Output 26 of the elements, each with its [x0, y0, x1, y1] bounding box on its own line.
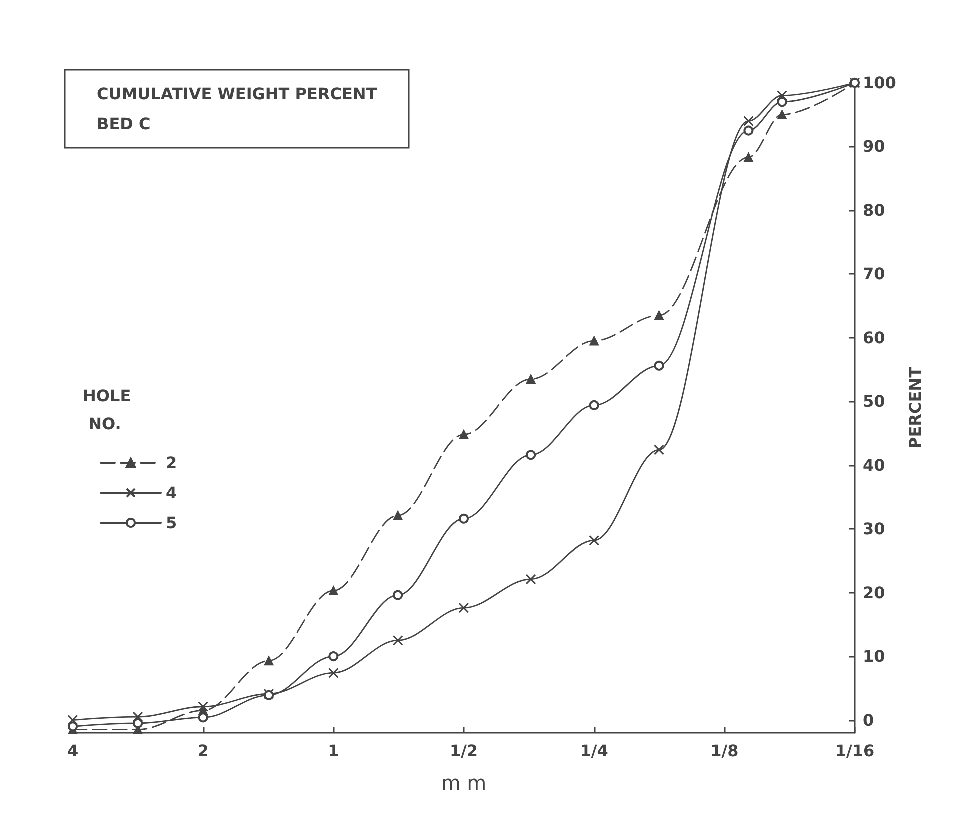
- x-tick-label: 4: [67, 742, 79, 760]
- legend-label: 5: [166, 514, 178, 532]
- y-tick-label: 80: [863, 200, 886, 220]
- legend-label: 4: [166, 484, 178, 502]
- x-tick-label: 1: [328, 742, 340, 760]
- y-axis-title: PERCENT: [906, 366, 925, 449]
- y-tick-label: 20: [863, 583, 886, 602]
- x-tick-label: 1/2: [450, 742, 478, 760]
- y-tick-label: 0: [863, 710, 874, 730]
- x-tick-label: 1/8: [710, 742, 739, 760]
- chart-title: CUMULATIVE WEIGHT PERCENT: [97, 84, 378, 104]
- x-tick-label: 2: [198, 742, 209, 760]
- y-tick-label: 100: [863, 74, 896, 92]
- y-tick-label: 10: [863, 647, 886, 666]
- x-tick-label: 1/4: [580, 742, 608, 760]
- y-tick-label: 70: [863, 264, 886, 284]
- legend-title: HOLE NO.: [83, 386, 132, 434]
- legend-label: 2: [166, 454, 178, 472]
- y-tick-label: 90: [863, 137, 886, 156]
- y-tick-label: 40: [863, 456, 886, 475]
- y-tick-label: 30: [863, 520, 886, 539]
- x-axis-title: m m: [441, 771, 487, 795]
- y-tick-label: 50: [863, 392, 886, 412]
- y-tick-label: 60: [863, 328, 886, 348]
- x-tick-label: 1/16: [835, 742, 875, 760]
- text: BED C: [97, 114, 151, 134]
